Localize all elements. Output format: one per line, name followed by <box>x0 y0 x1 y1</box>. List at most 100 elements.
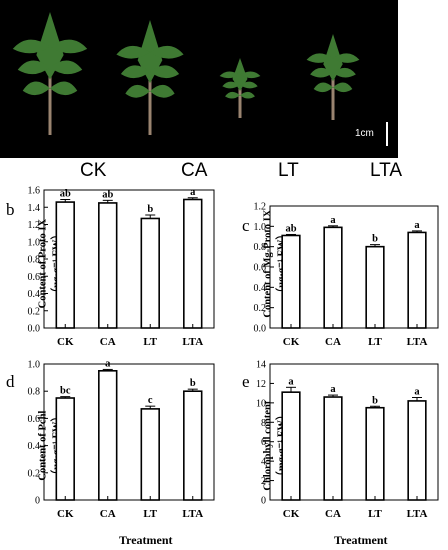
x-tick-label-e-ca: CA <box>325 508 341 520</box>
chart-b-proto-ix: 0.0 0.2 0.4 0.6 0.8 1.0 1.2 1.4 1.6 ab CK ab CA b LT a L… <box>28 186 215 348</box>
leaflet-right-ca <box>150 84 175 98</box>
x-tick-label-c-lt: LT <box>368 336 382 348</box>
bar-c-ck <box>281 234 301 329</box>
x-axis-title-e: Treatment <box>334 533 388 547</box>
y-tick-label-d: 0 <box>35 496 40 507</box>
x-tick-label-b-lta: LTA <box>182 336 203 348</box>
scale-bar-label: 1cm <box>355 128 374 139</box>
significance-letter-c-ck: ab <box>285 223 296 234</box>
treatment-label-ca: CA <box>181 160 208 181</box>
y-tick-label-e: 6 <box>261 437 266 448</box>
leaflet-right-ca <box>150 65 180 79</box>
leaf-ca <box>116 20 184 135</box>
leaflet-right-lt <box>240 81 258 89</box>
bar-c-lta <box>407 231 427 329</box>
y-tick-label-e: 12 <box>256 379 266 390</box>
panel-label-a: a <box>6 28 14 47</box>
bar-e-lta <box>407 400 427 501</box>
bar-d-lt <box>140 408 160 501</box>
leaflet-left-ck <box>17 60 50 75</box>
bar-b-lt <box>140 217 160 329</box>
x-tick-label-b-lt: LT <box>143 336 157 348</box>
leaflet-left-ca <box>116 45 150 59</box>
leaflet-right-ck <box>50 81 78 96</box>
x-tick-label-d-lta: LTA <box>182 508 203 520</box>
chart-d-pchl: 0 0.2 0.4 0.6 0.8 1.0 bc CK a CA c LT b LTA <box>28 358 215 520</box>
leaf-ck <box>12 12 88 135</box>
y-tick-label-e: 2 <box>261 476 266 487</box>
x-tick-label-e-ck: CK <box>283 508 300 520</box>
panel-label-d: d <box>6 372 15 391</box>
x-axis-title-d: Treatment <box>119 533 173 547</box>
y-tick-label-d: 0.6 <box>28 414 41 425</box>
y-tick-label-b: 1.2 <box>28 220 41 231</box>
significance-letter-c-ca: a <box>330 215 336 226</box>
leaflet-right-lta <box>333 53 360 63</box>
leaflet-left-lta <box>313 82 333 93</box>
x-tick-label-e-lta: LTA <box>407 508 428 520</box>
y-tick-label-e: 10 <box>256 398 266 409</box>
y-tick-label-c: 1.0 <box>254 222 267 233</box>
bar-c-ca <box>323 226 343 329</box>
y-tick-label-e: 8 <box>261 418 266 429</box>
y-tick-label-b: 1.6 <box>28 186 41 197</box>
plot-frame-e <box>269 363 439 501</box>
leaflet-right-ck <box>50 39 88 54</box>
significance-letter-d-ca: a <box>105 358 111 369</box>
significance-letter-d-lt: c <box>148 395 153 406</box>
y-tick-label-e: 4 <box>261 457 266 468</box>
significance-letter-b-lt: b <box>147 204 153 215</box>
y-tick-label-e: 0 <box>261 496 266 507</box>
leaflet-right-lta <box>333 82 353 93</box>
bar-d-lta <box>183 390 203 501</box>
x-tick-label-c-ca: CA <box>325 336 341 348</box>
y-tick-label-b: 0.4 <box>28 289 41 300</box>
significance-letter-b-ck: ab <box>60 188 71 199</box>
leaflet-left-lt <box>225 91 240 99</box>
leaf-photo: 1cm <box>0 0 398 158</box>
y-tick-label-c: 0.6 <box>254 263 267 274</box>
significance-letter-d-lta: b <box>190 378 196 389</box>
y-tick-label-d: 0.4 <box>28 441 41 452</box>
y-tick-label-c: 0.2 <box>254 303 267 314</box>
x-tick-label-b-ck: CK <box>57 336 74 348</box>
y-tick-label-c: 0.8 <box>254 242 267 253</box>
x-tick-label-d-ca: CA <box>100 508 116 520</box>
leaflet-right-lta <box>333 67 356 78</box>
leaflet-right-ca <box>150 45 184 59</box>
treatment-label-lt: LT <box>278 160 299 181</box>
x-tick-label-e-lt: LT <box>368 508 382 520</box>
x-tick-label-d-ck: CK <box>57 508 74 520</box>
significance-letter-e-lt: b <box>372 395 378 406</box>
bar-d-ck <box>55 397 75 501</box>
y-tick-label-e: 14 <box>256 360 266 371</box>
leaf-terminal-leaflet-lt <box>232 58 248 91</box>
bar-b-lta <box>183 198 203 329</box>
bar-d-ca <box>98 370 118 501</box>
significance-letter-b-lta: a <box>190 187 196 198</box>
leaflet-left-ck <box>22 81 50 96</box>
leaf-terminal-leaflet-ck <box>36 12 64 80</box>
bar-c-lt <box>365 245 385 329</box>
leaflet-right-lt <box>240 91 255 99</box>
significance-letter-e-ca: a <box>330 384 336 395</box>
chart-e-chlorophyll: 0 2 4 6 8 10 12 14 a CK a CA b LT a LTA <box>256 360 439 520</box>
bar-b-ca <box>98 202 118 329</box>
leaflet-right-lt <box>240 71 261 79</box>
significance-letter-b-ca: ab <box>102 189 113 200</box>
x-tick-label-b-ca: CA <box>100 336 116 348</box>
y-tick-label-d: 1.0 <box>28 360 41 371</box>
significance-letter-c-lt: b <box>372 234 378 245</box>
leaflet-left-ck <box>12 39 51 54</box>
bar-e-ck <box>281 391 301 501</box>
leaflet-left-ca <box>120 65 150 79</box>
y-tick-label-c: 0.0 <box>254 324 267 335</box>
leaf-lt <box>219 58 261 118</box>
leaf-lta <box>306 34 360 120</box>
y-tick-label-d: 0.2 <box>28 468 41 479</box>
y-tick-label-c: 0.4 <box>254 283 267 294</box>
significance-letter-e-ck: a <box>288 376 294 387</box>
panel-label-e: e <box>242 372 250 391</box>
leaf-illustration <box>12 12 360 135</box>
y-tick-label-b: 1.0 <box>28 237 41 248</box>
